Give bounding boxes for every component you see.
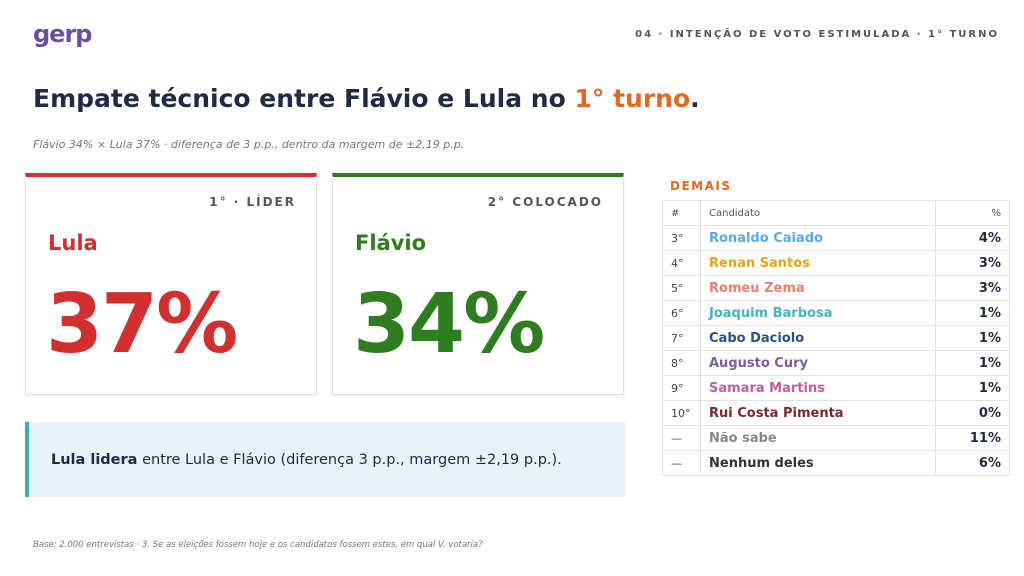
card-value: 37% bbox=[46, 277, 238, 372]
candidate-cell: Não sabe bbox=[700, 425, 936, 451]
table-row: 9° Samara Martins 1% bbox=[662, 375, 1011, 401]
header-row: # Candidato % bbox=[662, 200, 1011, 226]
percent-cell: 6% bbox=[934, 450, 1011, 476]
candidate-cell: Renan Santos bbox=[700, 250, 936, 276]
rank-cell: 5° bbox=[662, 275, 701, 301]
card-name: Lula bbox=[48, 231, 98, 255]
table: # Candidato % 3° Ronaldo Caiado 4% 4° Renan … bbox=[662, 200, 1011, 476]
table-body: 3° Ronaldo Caiado 4% 4° Renan Santos 3% 5° Rome… bbox=[662, 225, 1011, 476]
callout: Lula lidera entre Lula e Flávio (diferen… bbox=[25, 422, 625, 497]
rank-cell: 6° bbox=[662, 300, 701, 326]
percent-cell: 4% bbox=[934, 225, 1011, 251]
percent-cell: 1% bbox=[934, 300, 1011, 326]
candidate-cell: Romeu Zema bbox=[700, 275, 936, 301]
card: 2° COLOCADO Flávio 34% bbox=[332, 173, 624, 395]
candidate-cell: Nenhum deles bbox=[700, 450, 936, 476]
candidate-cell: Cabo Daciolo bbox=[700, 325, 936, 351]
header-cell: % bbox=[934, 200, 1011, 226]
percent-cell: 1% bbox=[934, 350, 1011, 376]
table-row: 4° Renan Santos 3% bbox=[662, 250, 1011, 276]
rank-cell: 9° bbox=[662, 375, 701, 401]
percent-cell: 0% bbox=[934, 400, 1011, 426]
percent-cell: 3% bbox=[934, 275, 1011, 301]
percent-cell: 3% bbox=[934, 250, 1011, 276]
table-row: — Nenhum deles 6% bbox=[662, 450, 1011, 476]
title-text: Empate técnico entre Flávio e Lula no bbox=[33, 84, 575, 113]
title-highlight: 1° turno bbox=[574, 84, 691, 113]
rank-cell: — bbox=[662, 450, 701, 476]
card-rank: 2° COLOCADO bbox=[487, 195, 603, 209]
percent-cell: 1% bbox=[934, 375, 1011, 401]
table-row: 6° Joaquim Barbosa 1% bbox=[662, 300, 1011, 326]
candidate-cell: Augusto Cury bbox=[700, 350, 936, 376]
table-row: 7° Cabo Daciolo 1% bbox=[662, 325, 1011, 351]
rank-cell: 3° bbox=[662, 225, 701, 251]
rank-cell: 10° bbox=[662, 400, 701, 426]
card-name: Flávio bbox=[355, 231, 427, 255]
card-rank: 1° · LÍDER bbox=[209, 195, 296, 209]
candidate-cell: Ronaldo Caiado bbox=[700, 225, 936, 251]
rank-cell: — bbox=[662, 425, 701, 451]
table-row: 8° Augusto Cury 1% bbox=[662, 350, 1011, 376]
candidate-cell: Rui Costa Pimenta bbox=[700, 400, 936, 426]
footer: Base: 2.000 entrevistas · 3. Se as eleiç… bbox=[33, 540, 483, 550]
percent-cell: 1% bbox=[934, 325, 1011, 351]
callout-bold: Lula lidera bbox=[51, 452, 138, 468]
subtitle: Flávio 34% × Lula 37% · diferença de 3 p… bbox=[33, 138, 465, 151]
rank-cell: 8° bbox=[662, 350, 701, 376]
candidate-cell: Joaquim Barbosa bbox=[700, 300, 936, 326]
title-text: . bbox=[690, 84, 700, 113]
table-row: 10° Rui Costa Pimenta 0% bbox=[662, 400, 1011, 426]
table-row: — Não sabe 11% bbox=[662, 425, 1011, 451]
rank-cell: 7° bbox=[662, 325, 701, 351]
candidate-cell: Samara Martins bbox=[700, 375, 936, 401]
card: 1° · LÍDER Lula 37% bbox=[25, 173, 317, 395]
title: Empate técnico entre Flávio e Lula no 1°… bbox=[33, 84, 700, 113]
header-cell: # bbox=[662, 200, 701, 226]
section-label: 04 · INTENÇÃO DE VOTO ESTIMULADA · 1° TU… bbox=[635, 29, 999, 40]
rank-cell: 4° bbox=[662, 250, 701, 276]
table-row: 3° Ronaldo Caiado 4% bbox=[662, 225, 1011, 251]
callout-text: entre Lula e Flávio (diferença 3 p.p., m… bbox=[137, 452, 562, 468]
logo: gerp bbox=[33, 20, 92, 48]
header-cell: Candidato bbox=[700, 200, 936, 226]
table-title: DEMAIS bbox=[670, 179, 732, 193]
percent-cell: 11% bbox=[934, 425, 1011, 451]
card-value: 34% bbox=[353, 277, 545, 372]
table-row: 5° Romeu Zema 3% bbox=[662, 275, 1011, 301]
